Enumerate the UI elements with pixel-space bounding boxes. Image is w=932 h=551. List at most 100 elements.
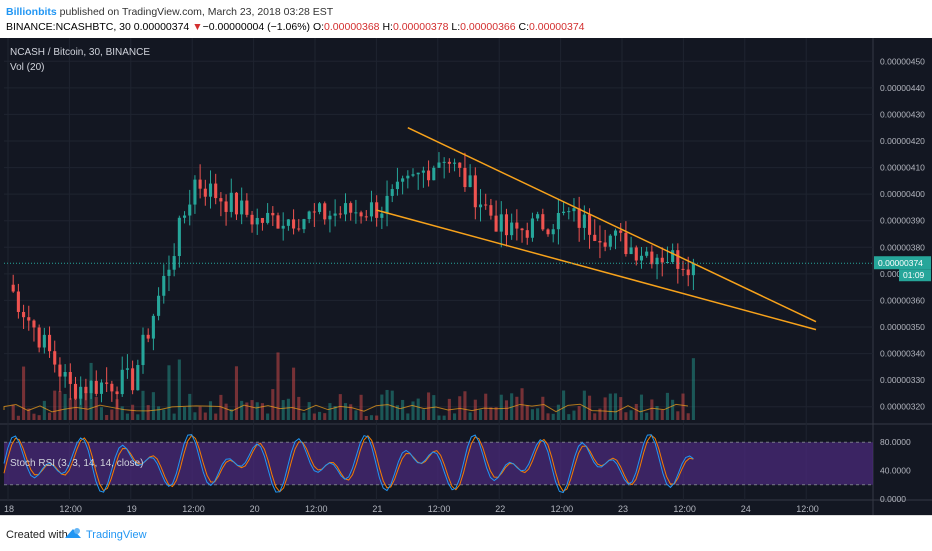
time-tick-label: 12:00 (796, 504, 819, 514)
volume-bar (99, 407, 104, 420)
candle-body (22, 311, 26, 318)
volume-bar (317, 411, 322, 420)
volume-bar (427, 392, 431, 420)
volume-bar (224, 403, 228, 420)
candle-body (665, 262, 669, 264)
candle-body (219, 198, 223, 202)
candle-body (671, 250, 675, 263)
candle-body (380, 213, 384, 218)
high-label: H: (382, 21, 393, 33)
candle-body (115, 391, 119, 395)
volume-bar (245, 402, 249, 420)
volume-bar (151, 392, 155, 420)
volume-bar (354, 410, 358, 420)
price-tick-label: 0.00000410 (880, 163, 925, 173)
candle-body (68, 372, 72, 384)
volume-bar (380, 394, 384, 420)
candle-body (110, 383, 114, 392)
volume-bar (520, 388, 524, 420)
volume-bar (271, 389, 275, 420)
chart-area[interactable]: 0.00000450 0.00000440 0.00000430 0.00000420… (0, 38, 932, 515)
volume-bar (541, 396, 545, 420)
candle-body (354, 212, 358, 214)
price-tick-label: 0.00000420 (880, 136, 925, 146)
candle-body (297, 228, 301, 230)
candle-body (691, 263, 695, 276)
candle-body (286, 219, 290, 226)
candle-body (582, 214, 586, 228)
volume-bar (588, 395, 592, 420)
volume-bar (546, 413, 550, 420)
volume-bar (613, 393, 618, 420)
price-tags: 0.00000374 01:09 (4, 256, 931, 282)
volume-bar (42, 400, 46, 420)
candle-body (193, 179, 197, 205)
rsi-overbought-oversold-band (4, 441, 873, 486)
low-label: L: (451, 21, 461, 33)
candle-body (182, 215, 187, 218)
rsi-tick-label: 40.0000 (880, 466, 911, 476)
volume-bar (671, 399, 675, 420)
main-legend[interactable]: NCASH / Bitcoin, 30, BINANCE (10, 47, 151, 58)
volume-bar (115, 399, 119, 420)
volume-bar (105, 415, 109, 420)
candle-body (541, 214, 545, 230)
volume-bar (125, 413, 129, 420)
volume-bar (73, 388, 78, 420)
candle-body (463, 167, 467, 188)
publish-header: Billionbits published on TradingView.com… (0, 0, 932, 38)
volume-legend[interactable]: Vol (20) (10, 62, 45, 73)
author-link[interactable]: Billionbits (6, 6, 57, 18)
volume-bar (281, 400, 285, 420)
candle-body (494, 215, 498, 232)
candle-body (266, 212, 270, 223)
grid-lines (0, 38, 932, 515)
candle-body (250, 214, 254, 225)
volume-bar (68, 398, 72, 420)
volume-bar (489, 407, 493, 420)
candle-body (198, 179, 202, 189)
volume-bar (333, 405, 337, 420)
rsi-lines (3, 434, 694, 494)
volume-bar (63, 393, 67, 420)
price-axis: 0.00000450 0.00000440 0.00000430 0.00000420… (880, 56, 925, 411)
candle-body (240, 200, 244, 215)
volume-bar (172, 413, 176, 420)
tradingview-brand-link[interactable]: TradingView (86, 529, 147, 541)
volume-bar (37, 415, 41, 420)
candle-body (53, 351, 57, 365)
time-axis: 18 12:00 19 12:00 20 12:00 21 12:00 22 12:00 23 12:… (4, 504, 819, 514)
rsi-legend[interactable]: Stoch RSI (3, 3, 14, 14, close) (10, 458, 144, 469)
candle-body (619, 230, 623, 233)
created-with-text: Created with (6, 529, 68, 541)
volume-bar (359, 394, 363, 420)
candle-body (551, 229, 555, 235)
candle-body (458, 162, 462, 168)
time-tick-label: 18 (4, 504, 14, 514)
volume-bar (110, 409, 114, 420)
volume-bar (390, 390, 394, 420)
volume-bar (499, 394, 503, 420)
volume-bar (484, 393, 488, 420)
volume-bar (53, 390, 57, 420)
published-text: published on TradingView.com, March 23, … (56, 6, 334, 18)
volume-bar (250, 400, 254, 420)
volume-bar (219, 394, 223, 420)
price-chart[interactable]: 0.00000450 0.00000440 0.00000430 0.00000420… (0, 38, 932, 515)
volume-bar (302, 412, 306, 420)
tradingview-logo-icon[interactable] (63, 526, 83, 545)
candle-body (520, 228, 524, 231)
volume-bar (598, 408, 602, 420)
time-tick-label: 12:00 (673, 504, 696, 514)
candle-body (437, 162, 441, 168)
price-tick-label: 0.00000330 (880, 375, 925, 385)
volume-bar (650, 399, 654, 420)
price-tick-label: 0.00000380 (880, 242, 925, 252)
candle-body (588, 214, 592, 235)
candle-body (427, 170, 431, 181)
candle-body (302, 219, 306, 230)
open-value: 0.00000368 (324, 21, 380, 33)
volume-bar (307, 402, 311, 420)
candle-body (37, 327, 41, 348)
price-tick-label: 0.00000350 (880, 322, 925, 332)
